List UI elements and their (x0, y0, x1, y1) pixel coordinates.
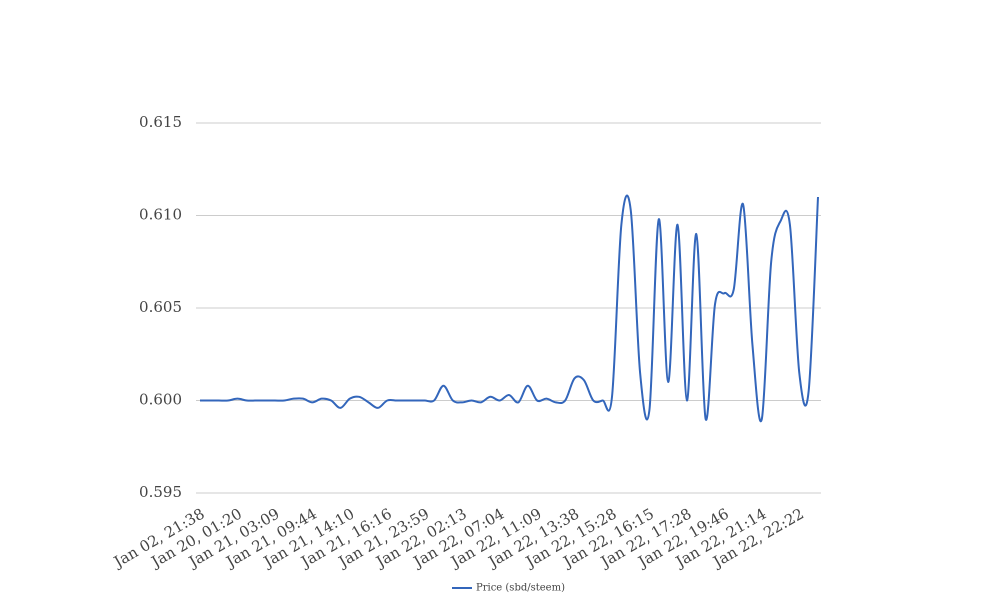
legend-label: Price (sbd/steem) (476, 583, 565, 594)
price-line (199, 194, 819, 423)
y-tick-label: 0.615 (139, 113, 182, 131)
y-tick-label: 0.605 (139, 298, 182, 316)
y-tick-label: 0.600 (139, 391, 182, 409)
y-tick-label: 0.610 (139, 206, 182, 224)
y-tick-label: 0.595 (139, 483, 182, 501)
